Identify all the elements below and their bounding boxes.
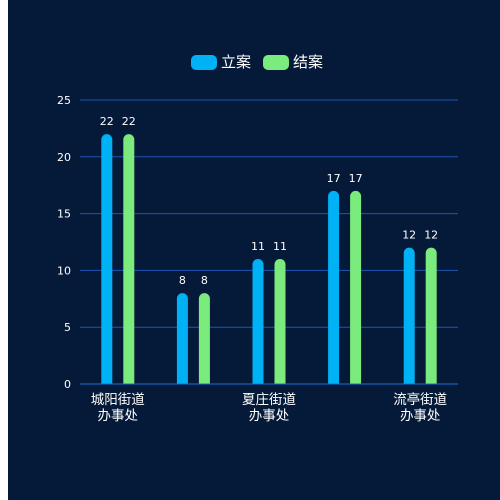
bar-s1-c5 (403, 247, 415, 389)
x-tick-label-line: 办事处 (98, 408, 139, 424)
bar-s1-c1 (101, 134, 113, 389)
data-label-s2-c2: 8 (201, 274, 208, 287)
data-label-s1-c5: 12 (402, 229, 416, 242)
data-label-s1-c1: 22 (100, 115, 114, 128)
legend-swatch-1 (191, 55, 217, 70)
bar-s2-c3 (274, 259, 286, 389)
y-tick-label-5: 5 (64, 321, 71, 334)
data-label-s2-c1: 22 (122, 115, 136, 128)
bar-s1-c2 (176, 293, 188, 389)
y-tick-label-10: 10 (57, 264, 71, 277)
data-label-s2-c3: 11 (273, 240, 287, 253)
grid-lines (80, 99, 458, 328)
x-tick-label-3: 夏庄街道办事处 (242, 391, 296, 424)
data-label-s1-c2: 8 (179, 274, 186, 287)
chart-panel (8, 0, 500, 500)
x-tick-label-line: 城阳街道 (91, 392, 145, 408)
data-label-s2-c4: 17 (349, 172, 363, 185)
x-tick-label-1: 城阳街道办事处 (91, 392, 145, 424)
data-label-s2-c5: 12 (424, 229, 438, 242)
x-tick-label-line: 办事处 (400, 408, 441, 424)
y-tick-label-15: 15 (57, 208, 71, 221)
x-tick-label-line: 流亭街道 (393, 391, 447, 408)
x-tick-label-line: 夏庄街道 (242, 391, 296, 408)
bar-s2-c1 (123, 134, 135, 389)
bar-s2-c2 (198, 293, 210, 389)
y-tick-label-0: 0 (64, 378, 71, 391)
y-tick-label-20: 20 (57, 151, 71, 164)
bar-s1-c3 (252, 259, 264, 389)
data-labels: 22 22 8 8 11 11 17 17 12 12 (100, 115, 438, 287)
bar-base-mask (80, 384, 458, 391)
bar-s2-c4 (350, 190, 362, 389)
chart-legend: 立案 结案 (191, 53, 323, 71)
legend-label-2: 结案 (293, 53, 323, 71)
y-axis-ticks: 0 5 10 15 20 25 (57, 94, 71, 391)
bar-s1-c4 (328, 190, 340, 389)
legend-label-1: 立案 (221, 53, 251, 71)
x-tick-label-5: 流亭街道办事处 (393, 391, 447, 424)
y-tick-label-25: 25 (57, 94, 71, 107)
legend-swatch-2 (263, 55, 289, 70)
bars (80, 134, 458, 391)
data-label-s1-c3: 11 (251, 240, 265, 253)
data-label-s1-c4: 17 (327, 172, 341, 185)
x-tick-label-line: 办事处 (249, 408, 290, 424)
bar-s2-c5 (425, 247, 437, 389)
